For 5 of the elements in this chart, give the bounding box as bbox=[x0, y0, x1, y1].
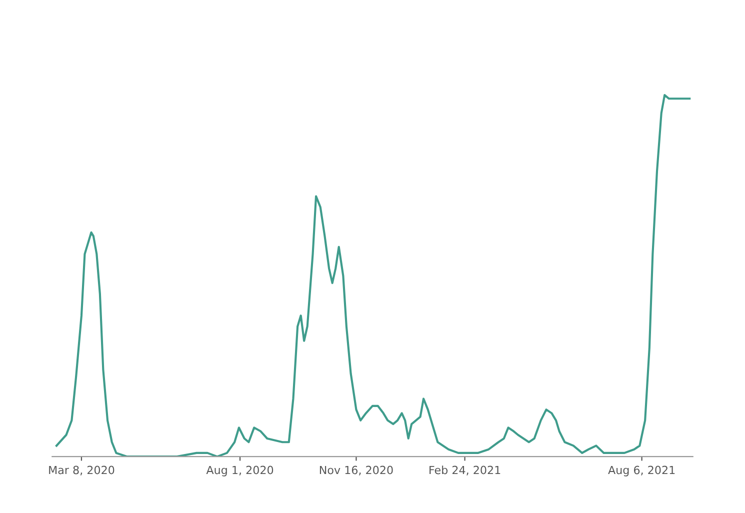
x-tick-label: Nov 16, 2020 bbox=[320, 466, 393, 476]
x-tick-label: Feb 24, 2021 bbox=[430, 466, 500, 476]
x-tick-label: Aug 1, 2020 bbox=[206, 466, 274, 476]
x-tick-label: Mar 8, 2020 bbox=[49, 466, 114, 476]
x-tick-label: Aug 6, 2021 bbox=[608, 466, 675, 476]
